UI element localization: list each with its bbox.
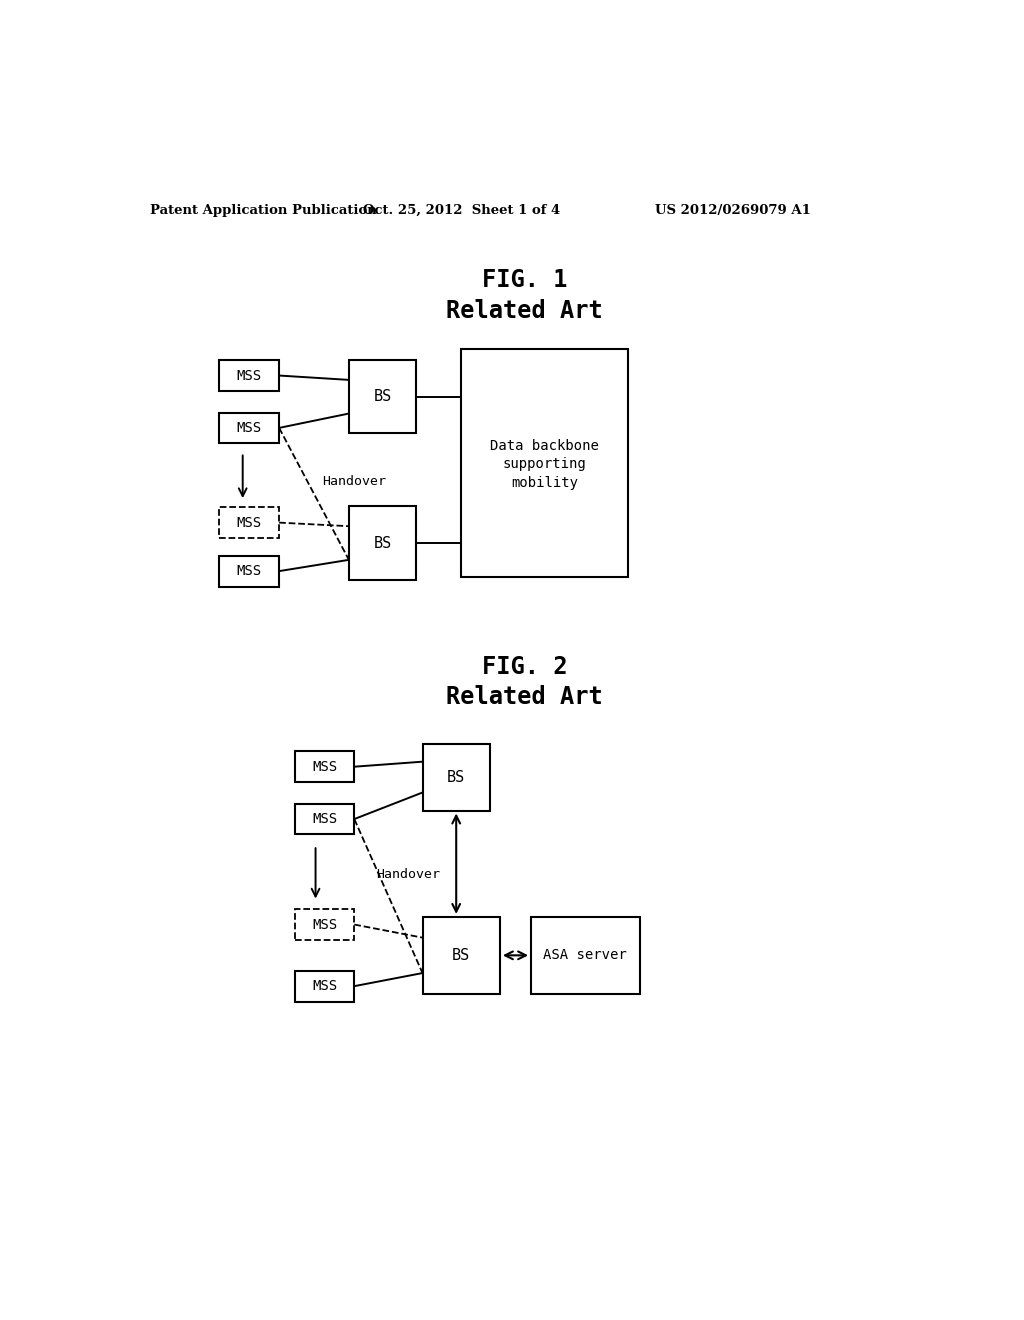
Text: BS: BS bbox=[447, 770, 465, 784]
Text: FIG. 2: FIG. 2 bbox=[482, 655, 567, 678]
Text: MSS: MSS bbox=[312, 760, 337, 774]
Text: ASA server: ASA server bbox=[544, 948, 627, 962]
Text: Handover: Handover bbox=[376, 869, 440, 880]
Text: BS: BS bbox=[453, 948, 470, 962]
Bar bbox=[295, 751, 354, 781]
Text: Handover: Handover bbox=[322, 475, 386, 488]
Text: Related Art: Related Art bbox=[446, 685, 603, 709]
Text: US 2012/0269079 A1: US 2012/0269079 A1 bbox=[654, 205, 810, 218]
Bar bbox=[295, 909, 354, 940]
Text: MSS: MSS bbox=[312, 979, 337, 993]
Text: FIG. 1: FIG. 1 bbox=[482, 268, 567, 292]
Text: supporting: supporting bbox=[503, 458, 587, 471]
Text: MSS: MSS bbox=[237, 516, 262, 529]
Bar bbox=[423, 917, 500, 994]
Text: BS: BS bbox=[374, 536, 392, 550]
Bar bbox=[219, 413, 280, 444]
Bar bbox=[295, 804, 354, 834]
Text: mobility: mobility bbox=[511, 477, 579, 490]
Bar bbox=[219, 360, 280, 391]
Text: MSS: MSS bbox=[237, 421, 262, 434]
Bar bbox=[219, 507, 280, 539]
Bar bbox=[219, 556, 280, 586]
Text: MSS: MSS bbox=[312, 812, 337, 826]
Bar bbox=[349, 507, 417, 579]
Text: BS: BS bbox=[374, 389, 392, 404]
Bar bbox=[461, 350, 628, 577]
Text: MSS: MSS bbox=[312, 917, 337, 932]
Text: Related Art: Related Art bbox=[446, 298, 603, 323]
Text: Oct. 25, 2012  Sheet 1 of 4: Oct. 25, 2012 Sheet 1 of 4 bbox=[362, 205, 560, 218]
Text: MSS: MSS bbox=[237, 368, 262, 383]
Bar bbox=[295, 970, 354, 1002]
Bar bbox=[349, 360, 417, 433]
Bar bbox=[423, 743, 489, 810]
Text: Patent Application Publication: Patent Application Publication bbox=[151, 205, 377, 218]
Text: Data backbone: Data backbone bbox=[490, 440, 599, 453]
Bar bbox=[531, 917, 640, 994]
Text: MSS: MSS bbox=[237, 564, 262, 578]
